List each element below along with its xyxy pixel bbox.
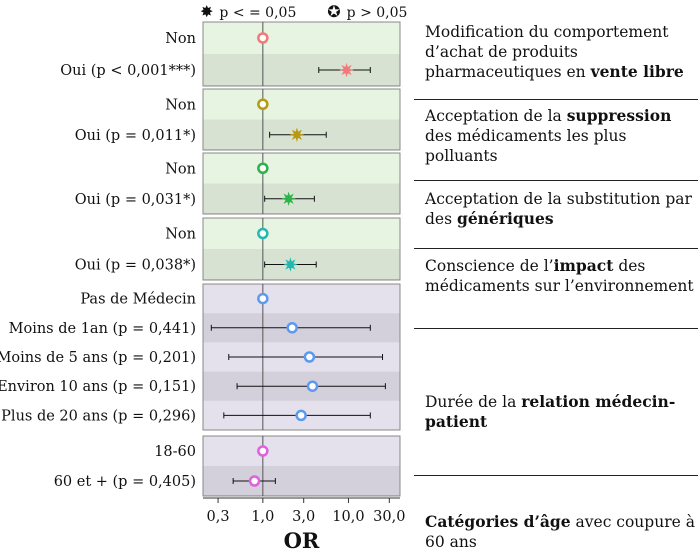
estimate-point: [295, 409, 307, 422]
estimate-point: [257, 32, 269, 44]
row-label: Oui (p = 0,038*): [75, 258, 196, 274]
estimate-point: [257, 445, 269, 457]
estimate-point: [306, 380, 319, 392]
estimate-point-significant: [283, 257, 298, 272]
estimate-point: [248, 475, 261, 487]
row-label: Non: [165, 161, 196, 177]
legend-nonsignificant-label: p > 0,05: [346, 5, 408, 21]
row-label: Moins de 5 ans (p = 0,201): [0, 350, 196, 366]
panel-suppression: [202, 88, 401, 151]
row-label: Non: [165, 31, 196, 47]
panel-vente_libre: [202, 21, 401, 87]
estimate-point: [257, 162, 269, 174]
row-label: Oui (p = 0,031*): [75, 192, 196, 208]
separator: [414, 248, 698, 249]
estimate-point: [286, 322, 298, 334]
legend: ✸ p < = 0,05 ✪ p > 0,05: [200, 2, 407, 21]
row-label: Non: [165, 97, 196, 113]
description-impact: Conscience de l’impact des médicaments s…: [425, 256, 694, 295]
row-label: Oui (p < 0,001***): [60, 63, 196, 79]
row-label: Non: [165, 227, 196, 243]
description-age: Catégories d’âge avec coupure à 60 ans: [425, 512, 695, 551]
separator: [414, 99, 698, 100]
estimate-point-significant: [339, 62, 354, 78]
description-suppression: Acceptation de la suppression des médica…: [425, 106, 672, 165]
estimate-point: [257, 98, 269, 110]
x-tick-label: 3,0: [292, 509, 315, 525]
x-tick-label: 1,0: [251, 509, 274, 525]
row-label: Moins de 1an (p = 0,441): [9, 321, 196, 337]
row-label: 18-60: [154, 444, 196, 460]
panel-generiques: [202, 152, 401, 215]
description-vente-libre: Modification du comportement d’achat de …: [425, 23, 684, 81]
description-generiques: Acceptation de la substitution par des g…: [425, 190, 692, 228]
estimate-point: [257, 227, 269, 240]
description-medecin: Durée de la relation médecin-patient: [425, 392, 676, 431]
legend-significant-label: p < = 0,05: [219, 5, 297, 21]
estimate-point: [257, 292, 269, 305]
row-label: Environ 10 ans (p = 0,151): [0, 379, 196, 395]
separator: [414, 328, 698, 329]
x-tick-label: 10,0: [332, 509, 364, 525]
x-tick-label: 30,0: [373, 509, 405, 525]
significant-marker-icon: ✸: [200, 2, 214, 21]
row-label: Pas de Médecin: [80, 292, 196, 308]
row-label: Plus de 20 ans (p = 0,296): [1, 408, 196, 424]
estimate-point-significant: [289, 127, 305, 143]
nonsignificant-marker-icon: ✪: [327, 2, 341, 21]
estimate-point-significant: [281, 191, 296, 207]
separator: [414, 180, 698, 181]
separator: [414, 475, 698, 476]
row-label: 60 et + (p = 0,405): [54, 474, 196, 490]
estimate-point: [303, 351, 316, 363]
panel-impact: [202, 217, 401, 281]
panel-age: [202, 435, 401, 497]
x-tick-label: 0,3: [207, 509, 230, 525]
x-axis-title: OR: [284, 528, 320, 553]
row-label: Oui (p = 0,011*): [75, 128, 196, 144]
